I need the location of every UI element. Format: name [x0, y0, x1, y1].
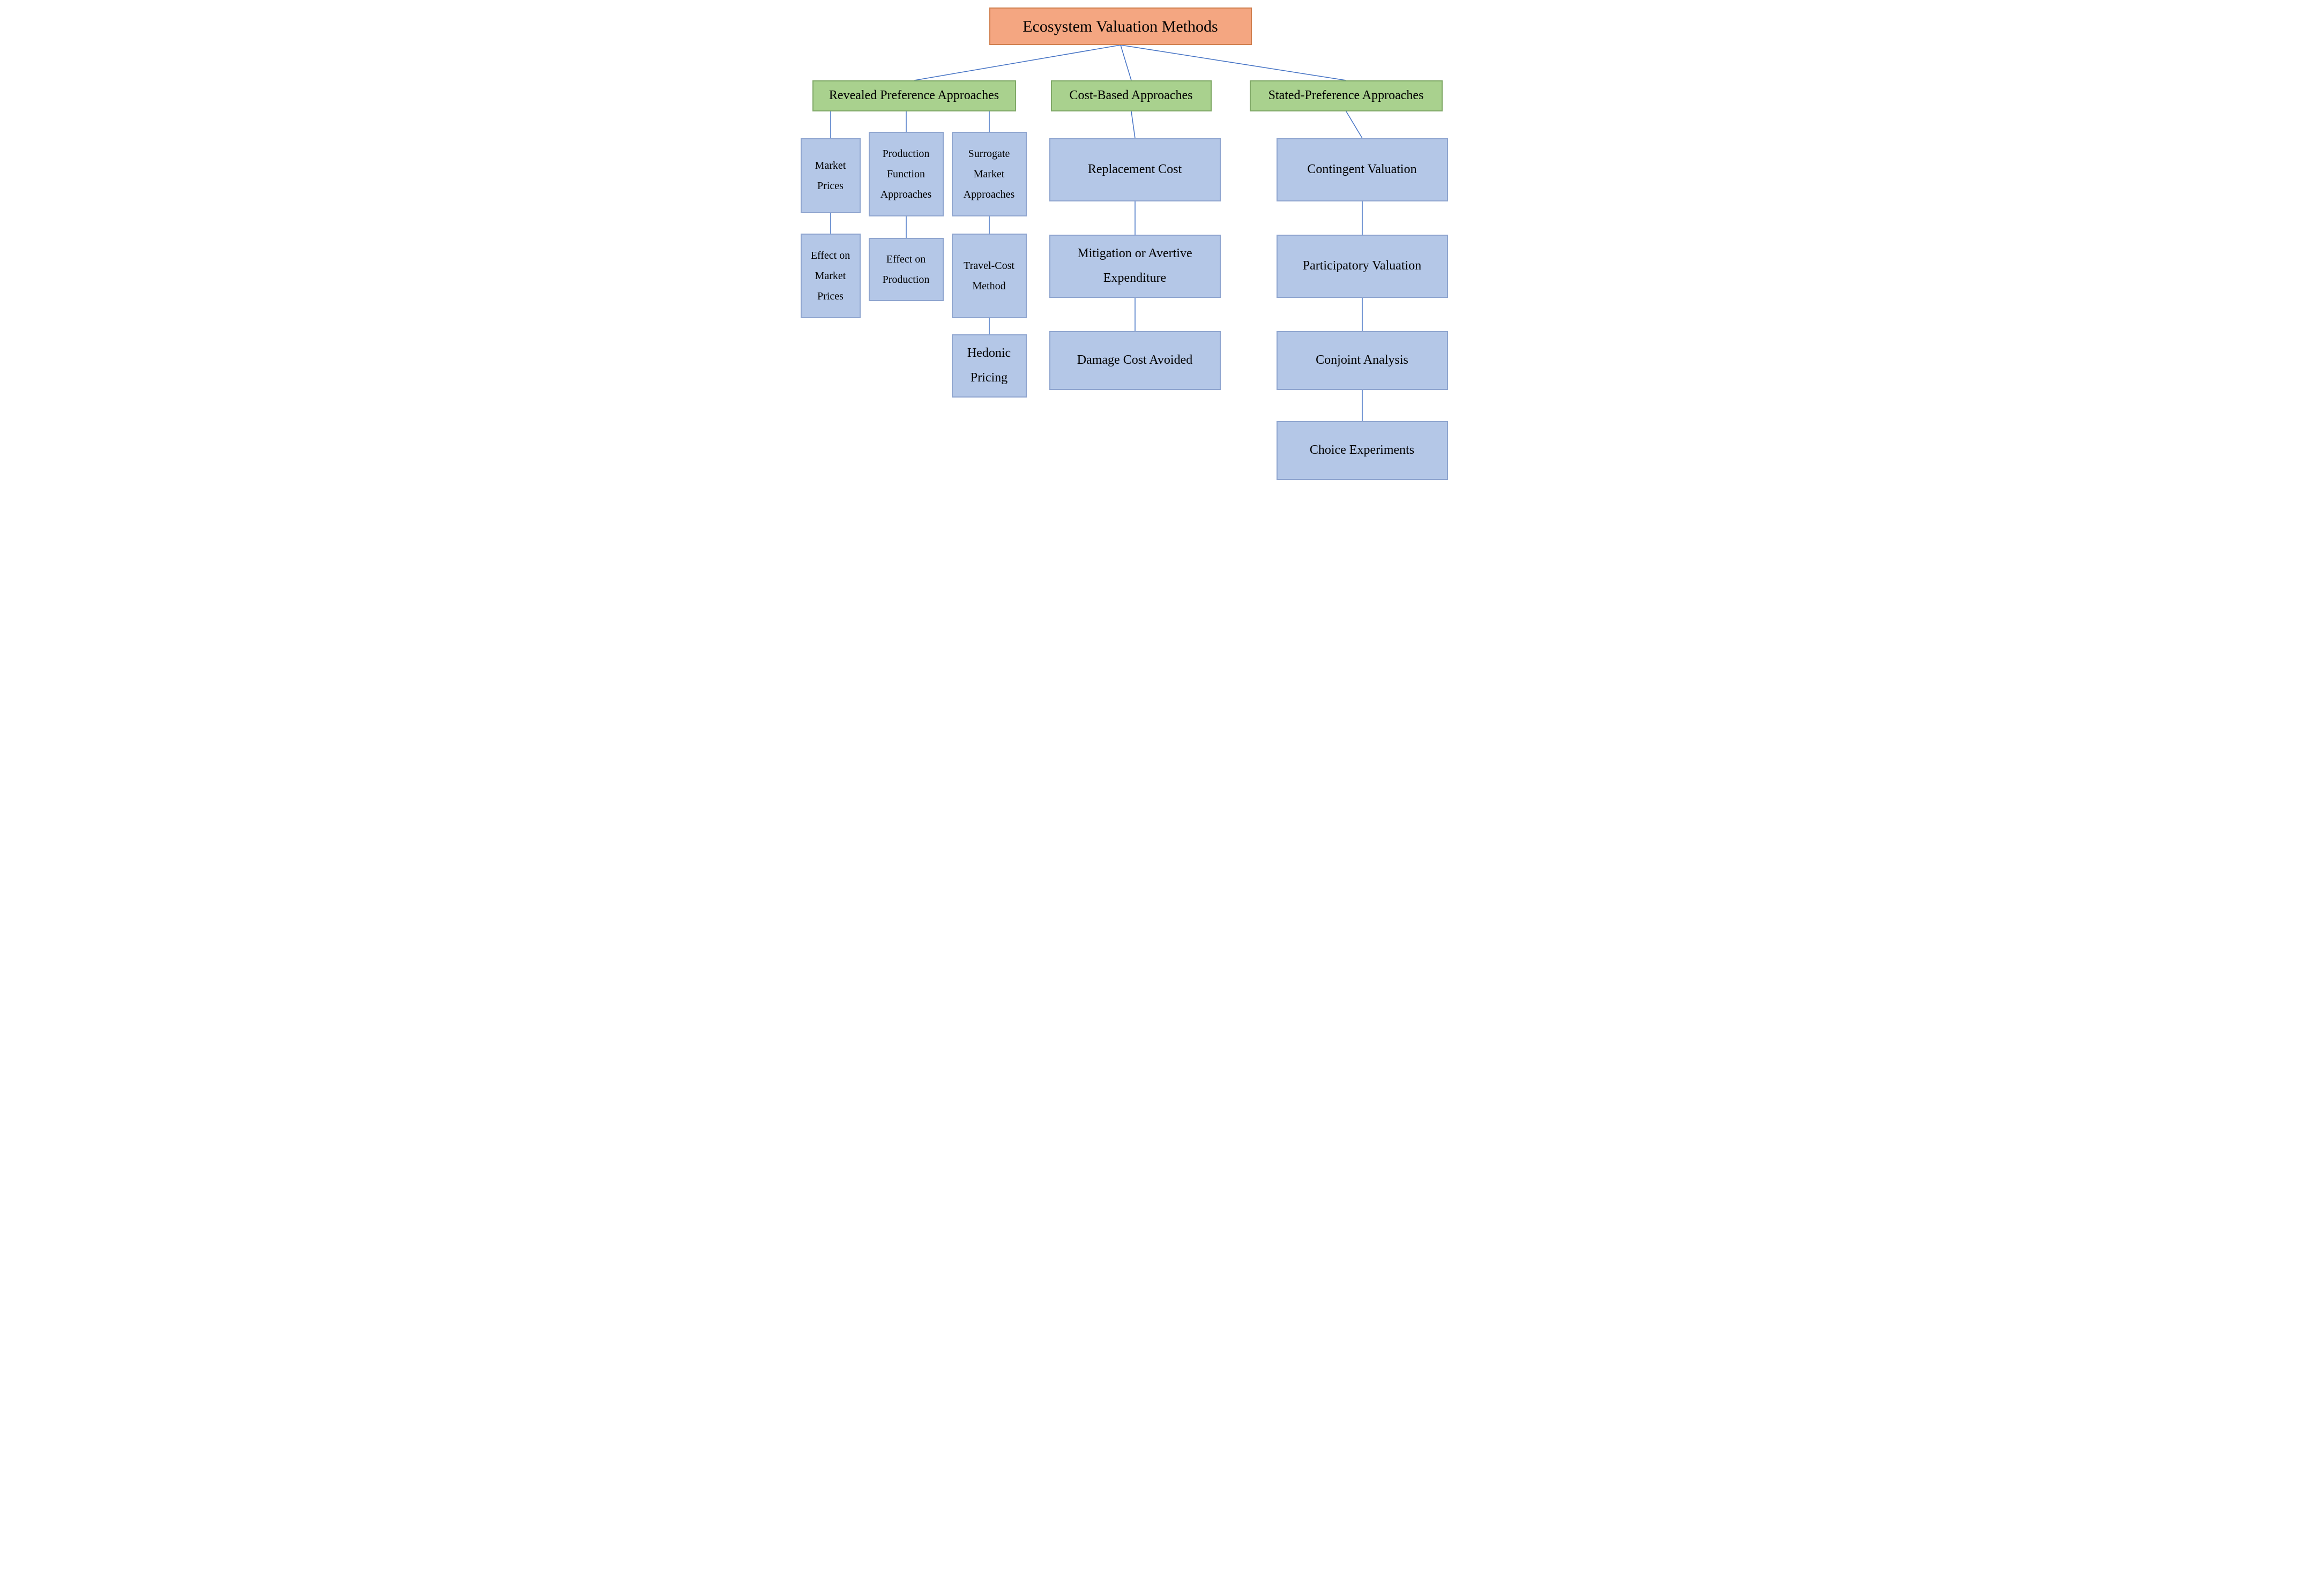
node-label: Production Function Approaches	[872, 144, 941, 205]
node-label: Choice Experiments	[1310, 438, 1414, 463]
node-eop: Effect on Production	[869, 238, 944, 301]
node-pfa: Production Function Approaches	[869, 132, 944, 216]
node-label: Cost-Based Approaches	[1070, 84, 1193, 108]
node-stat: Stated-Preference Approaches	[1250, 80, 1443, 111]
node-label: Stated-Preference Approaches	[1268, 84, 1424, 108]
node-label: Damage Cost Avoided	[1077, 348, 1193, 373]
node-sma: Surrogate Market Approaches	[952, 132, 1027, 216]
node-label: Revealed Preference Approaches	[829, 84, 999, 108]
diagram-canvas: Ecosystem Valuation Methods Revealed Pref…	[775, 0, 1547, 530]
node-rev: Revealed Preference Approaches	[812, 80, 1016, 111]
node-label: Effect on Market Prices	[804, 245, 857, 306]
node-tcm: Travel-Cost Method	[952, 234, 1027, 318]
edge-root-cost	[1121, 45, 1131, 80]
edge-cost-rc	[1131, 111, 1135, 138]
node-label: Surrogate Market Approaches	[955, 144, 1024, 205]
node-label: Mitigation or Avertive Expenditure	[1053, 242, 1218, 290]
node-pv: Participatory Valuation	[1277, 235, 1448, 298]
node-label: Contingent Valuation	[1307, 158, 1416, 182]
node-label: Participatory Valuation	[1303, 254, 1422, 279]
node-mp: Market Prices	[801, 138, 861, 213]
node-label: Effect on Production	[872, 249, 941, 290]
node-cost: Cost-Based Approaches	[1051, 80, 1212, 111]
node-ce: Choice Experiments	[1277, 421, 1448, 480]
node-label: Market Prices	[804, 155, 857, 196]
node-hed: Hedonic Pricing	[952, 334, 1027, 398]
edge-stat-cv	[1346, 111, 1362, 138]
edge-root-stat	[1121, 45, 1346, 80]
node-cv: Contingent Valuation	[1277, 138, 1448, 201]
node-label: Travel-Cost Method	[955, 256, 1024, 296]
node-label: Conjoint Analysis	[1316, 348, 1408, 373]
node-emp: Effect on Market Prices	[801, 234, 861, 318]
node-label: Ecosystem Valuation Methods	[1023, 11, 1218, 42]
node-mae: Mitigation or Avertive Expenditure	[1049, 235, 1221, 298]
node-root: Ecosystem Valuation Methods	[989, 8, 1252, 45]
node-label: Hedonic Pricing	[955, 341, 1024, 390]
node-ca: Conjoint Analysis	[1277, 331, 1448, 390]
edge-root-rev	[914, 45, 1121, 80]
node-rc: Replacement Cost	[1049, 138, 1221, 201]
node-dca: Damage Cost Avoided	[1049, 331, 1221, 390]
node-label: Replacement Cost	[1088, 158, 1182, 182]
